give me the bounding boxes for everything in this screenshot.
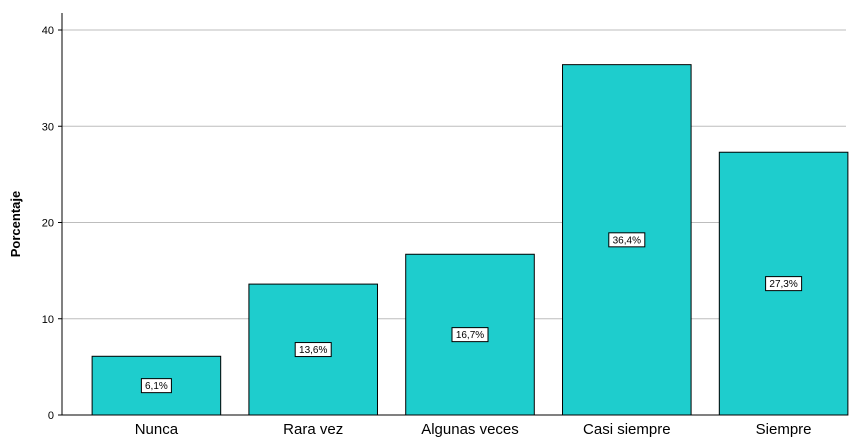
y-tick-label: 20 <box>42 218 54 230</box>
x-category-label: Siempre <box>756 421 812 438</box>
data-label-box <box>608 232 646 248</box>
category-labels: Nunca Rara vez Algunas veces Casi siempre Si… <box>135 421 812 438</box>
data-label-box <box>294 342 332 358</box>
x-category-label: Casi siempre <box>583 421 671 438</box>
data-label: 6,1% <box>145 381 168 392</box>
data-label: 36,4% <box>613 235 641 246</box>
y-axis-title: Porcentaje <box>8 191 23 257</box>
y-tick-label: 30 <box>42 121 54 133</box>
y-tick-label: 10 <box>42 314 54 326</box>
data-label-box <box>140 378 172 394</box>
x-category-label: Algunas veces <box>421 421 519 438</box>
data-labels: 6,1% 13,6% 16,7% 36,4% 27,3% <box>140 232 803 394</box>
data-label-box <box>451 327 489 343</box>
bars <box>91 64 849 416</box>
y-tick-label: 40 <box>42 25 54 37</box>
y-tick-label: 0 <box>48 410 54 422</box>
x-category-label: Rara vez <box>283 421 343 438</box>
x-category-label: Nunca <box>135 421 179 438</box>
data-label: 27,3% <box>769 279 797 290</box>
axes <box>58 13 846 416</box>
data-label: 16,7% <box>456 330 484 341</box>
tick-labels: 0 10 20 30 40 <box>42 25 54 422</box>
data-label: 13,6% <box>299 345 327 356</box>
data-label-box <box>765 276 803 292</box>
